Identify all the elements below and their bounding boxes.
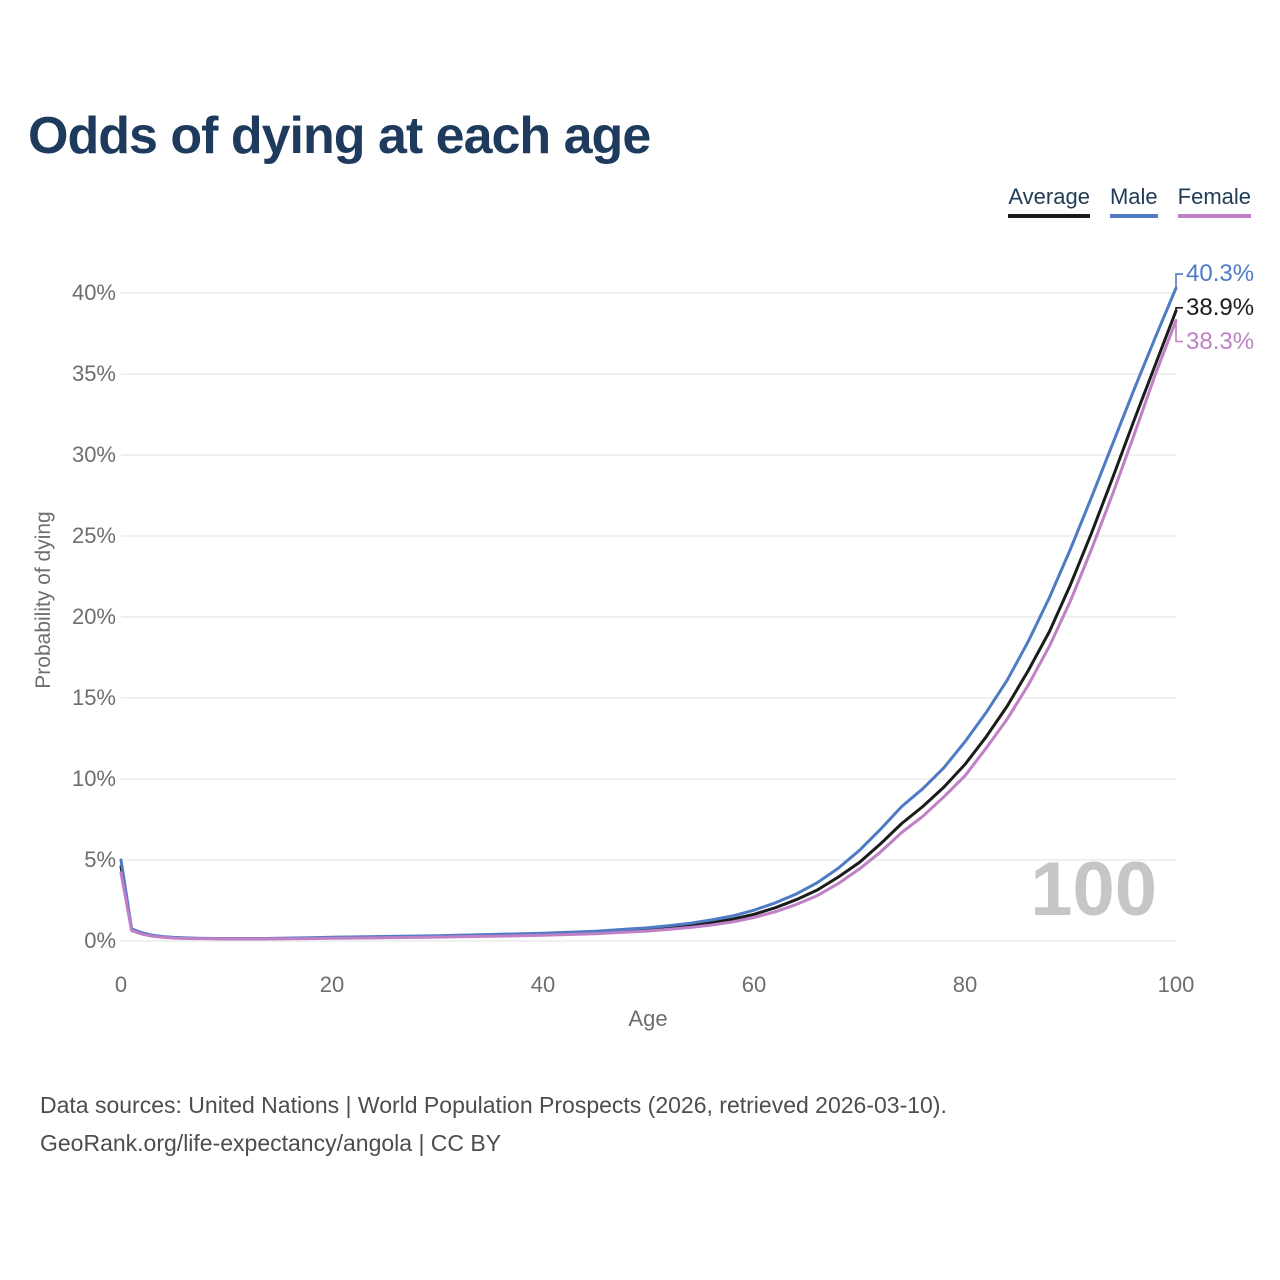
y-tick-label: 5% [84, 847, 116, 872]
x-tick-label: 100 [1157, 972, 1195, 997]
y-tick-label: 10% [71, 766, 116, 791]
end-label-connectors [1175, 273, 1183, 343]
y-tick-label: 25% [71, 523, 116, 548]
y-tick-label: 40% [71, 280, 116, 305]
x-tick-label: 40 [530, 972, 556, 997]
age-watermark: 100 [1030, 847, 1157, 932]
legend-item-female[interactable]: Female [1177, 184, 1251, 218]
series-line-female [119, 319, 1178, 941]
x-tick-label: 0 [114, 972, 128, 997]
footer: Data sources: United Nations | World Pop… [40, 1086, 947, 1162]
page-title: Odds of dying at each age [28, 107, 651, 165]
y-axis-title: Probability of dying [32, 511, 55, 689]
end-label-female: 38.3% [1186, 327, 1255, 355]
end-label-average: 38.9% [1186, 293, 1255, 321]
end-label-connector-male [1175, 273, 1183, 289]
footer-sources-line: Data sources: United Nations | World Pop… [40, 1092, 947, 1118]
y-tick-label: 15% [71, 685, 116, 710]
end-label-connector-average [1175, 307, 1183, 311]
x-axis-title: Age [628, 1006, 668, 1031]
y-tick-label: 35% [71, 361, 116, 386]
y-tick-label: 0% [84, 928, 116, 953]
gridlines [121, 292, 1176, 942]
x-tick-label: 80 [952, 972, 978, 997]
y-tick-label: 20% [71, 604, 116, 629]
legend: Average Male Female [1008, 184, 1251, 218]
y-tick-label: 30% [71, 442, 116, 467]
end-label-connector-female [1175, 320, 1183, 343]
footer-attribution-line: GeoRank.org/life-expectancy/angola | CC … [40, 1130, 502, 1156]
series-line-male [119, 286, 1178, 941]
legend-item-male[interactable]: Male [1109, 184, 1158, 218]
x-tick-label: 60 [741, 972, 767, 997]
series-line-average [119, 309, 1178, 941]
x-tick-label: 20 [319, 972, 345, 997]
legend-item-average[interactable]: Average [1008, 184, 1090, 218]
end-label-male: 40.3% [1186, 260, 1255, 288]
